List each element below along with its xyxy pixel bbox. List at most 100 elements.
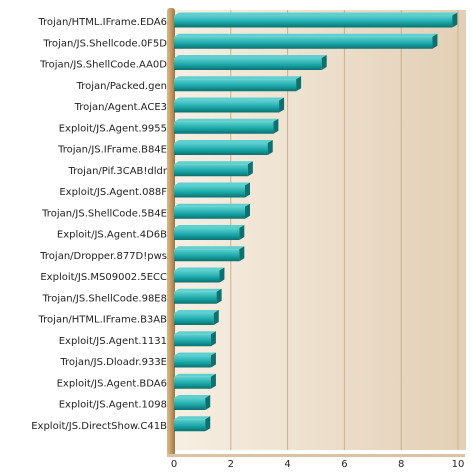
bar xyxy=(174,97,285,113)
category-label: Exploit/JS.Agent.088F xyxy=(59,187,167,198)
bar-top xyxy=(174,118,279,122)
bar-end xyxy=(210,352,216,368)
bar-face xyxy=(174,291,217,304)
bar-top xyxy=(174,225,245,228)
category-label: Exploit/JS.DirectShow.C41B xyxy=(31,421,167,432)
bar-end xyxy=(267,140,273,155)
category-label: Trojan/JS.ShellCode.AA0D xyxy=(39,60,167,71)
bar xyxy=(174,203,250,219)
bar xyxy=(174,310,219,325)
bar-face xyxy=(174,313,214,325)
category-label: Trojan/JS.IFrame.B84E xyxy=(57,145,167,156)
x-tick-label: 2 xyxy=(228,459,234,470)
bar xyxy=(174,76,302,92)
bar-top xyxy=(174,12,458,16)
category-label: Exploit/JS.Agent.1131 xyxy=(59,336,167,347)
x-tick-label: 6 xyxy=(341,459,347,470)
bar-face xyxy=(174,143,268,155)
bar-top xyxy=(174,55,327,58)
bar-top xyxy=(174,76,302,80)
x-tick-labels: 0 2 4 6 8 10 xyxy=(171,459,465,470)
bar-top xyxy=(174,267,225,271)
bar-top xyxy=(174,246,245,250)
bar xyxy=(174,225,245,240)
category-label: Trojan/JS.ShellCode.5B4E xyxy=(41,208,167,219)
bar-end xyxy=(219,267,225,283)
bar-top xyxy=(174,310,219,313)
bar xyxy=(174,416,211,432)
bar-end xyxy=(273,118,279,134)
bar xyxy=(174,182,250,198)
bar-top xyxy=(174,182,250,186)
category-label: Trojan/JS.Shellcode.0F5D xyxy=(42,38,167,49)
bar xyxy=(174,373,216,389)
bar-face xyxy=(174,15,453,28)
axis-floor xyxy=(167,454,465,457)
bar-end xyxy=(247,161,253,177)
bar xyxy=(174,395,211,410)
category-label: Exploit/JS.Agent.BDA6 xyxy=(57,378,167,389)
bar-face xyxy=(174,398,206,410)
x-tick-label: 10 xyxy=(452,459,465,470)
bar-top xyxy=(174,203,250,207)
bar-top xyxy=(174,352,216,356)
bar-top xyxy=(174,395,211,398)
bar-face xyxy=(174,376,211,389)
bar-end xyxy=(245,203,250,219)
category-label: Exploit/JS.MS09002.5ECC xyxy=(40,272,167,283)
bar-end xyxy=(296,76,302,92)
bar-end xyxy=(216,288,222,304)
bar-top xyxy=(174,373,216,377)
bars-group xyxy=(174,12,458,432)
x-tick-label: 4 xyxy=(284,459,290,470)
bar-end xyxy=(213,310,219,325)
category-label: Trojan/Dropper.877D!pws xyxy=(39,251,167,262)
bar xyxy=(174,12,458,28)
bar-end xyxy=(321,55,327,70)
bar-face xyxy=(174,79,297,92)
bar-face xyxy=(174,419,206,432)
bar-end xyxy=(432,33,438,49)
bar-face xyxy=(174,270,220,283)
category-label: Trojan/Agent.ACE3 xyxy=(74,102,167,113)
bar-end xyxy=(205,395,211,410)
bar xyxy=(174,118,279,134)
bar-face xyxy=(174,228,240,240)
bar-face xyxy=(174,249,240,262)
bar xyxy=(174,55,327,70)
bar-top xyxy=(174,331,216,335)
bar-end xyxy=(239,246,245,262)
bar-face xyxy=(174,355,211,368)
bar-face xyxy=(174,100,280,113)
category-label: Trojan/HTML.IFrame.B3AB xyxy=(38,315,168,326)
bar-end xyxy=(452,12,458,28)
category-label: Trojan/Pif.3CAB!dldr xyxy=(68,166,168,177)
bar-top xyxy=(174,33,438,37)
bar-top xyxy=(174,288,222,292)
category-label: Exploit/JS.Agent.1098 xyxy=(59,400,167,411)
axis-post xyxy=(167,8,175,456)
category-label: Exploit/JS.Agent.4D6B xyxy=(57,230,167,241)
category-labels: Trojan/HTML.IFrame.EDA6 Trojan/JS.Shellco… xyxy=(31,17,168,432)
bar-end xyxy=(205,416,211,432)
bar-top xyxy=(174,97,285,101)
bar-end xyxy=(239,225,245,240)
bar xyxy=(174,140,273,155)
bar-face xyxy=(174,36,433,49)
bar-end xyxy=(210,373,216,389)
bar xyxy=(174,267,225,283)
category-label: Trojan/Packed.gen xyxy=(76,81,167,92)
bar xyxy=(174,288,222,304)
bar xyxy=(174,352,216,368)
category-label: Trojan/JS.Dloadr.933E xyxy=(59,357,167,368)
bar xyxy=(174,331,216,347)
bar-top xyxy=(174,416,211,420)
bar-face xyxy=(174,58,322,70)
bar xyxy=(174,33,438,49)
bar-face xyxy=(174,121,274,134)
category-label: Trojan/JS.ShellCode.98E8 xyxy=(42,293,167,304)
bar-end xyxy=(279,97,285,113)
bar-top xyxy=(174,140,273,143)
bar xyxy=(174,161,253,177)
